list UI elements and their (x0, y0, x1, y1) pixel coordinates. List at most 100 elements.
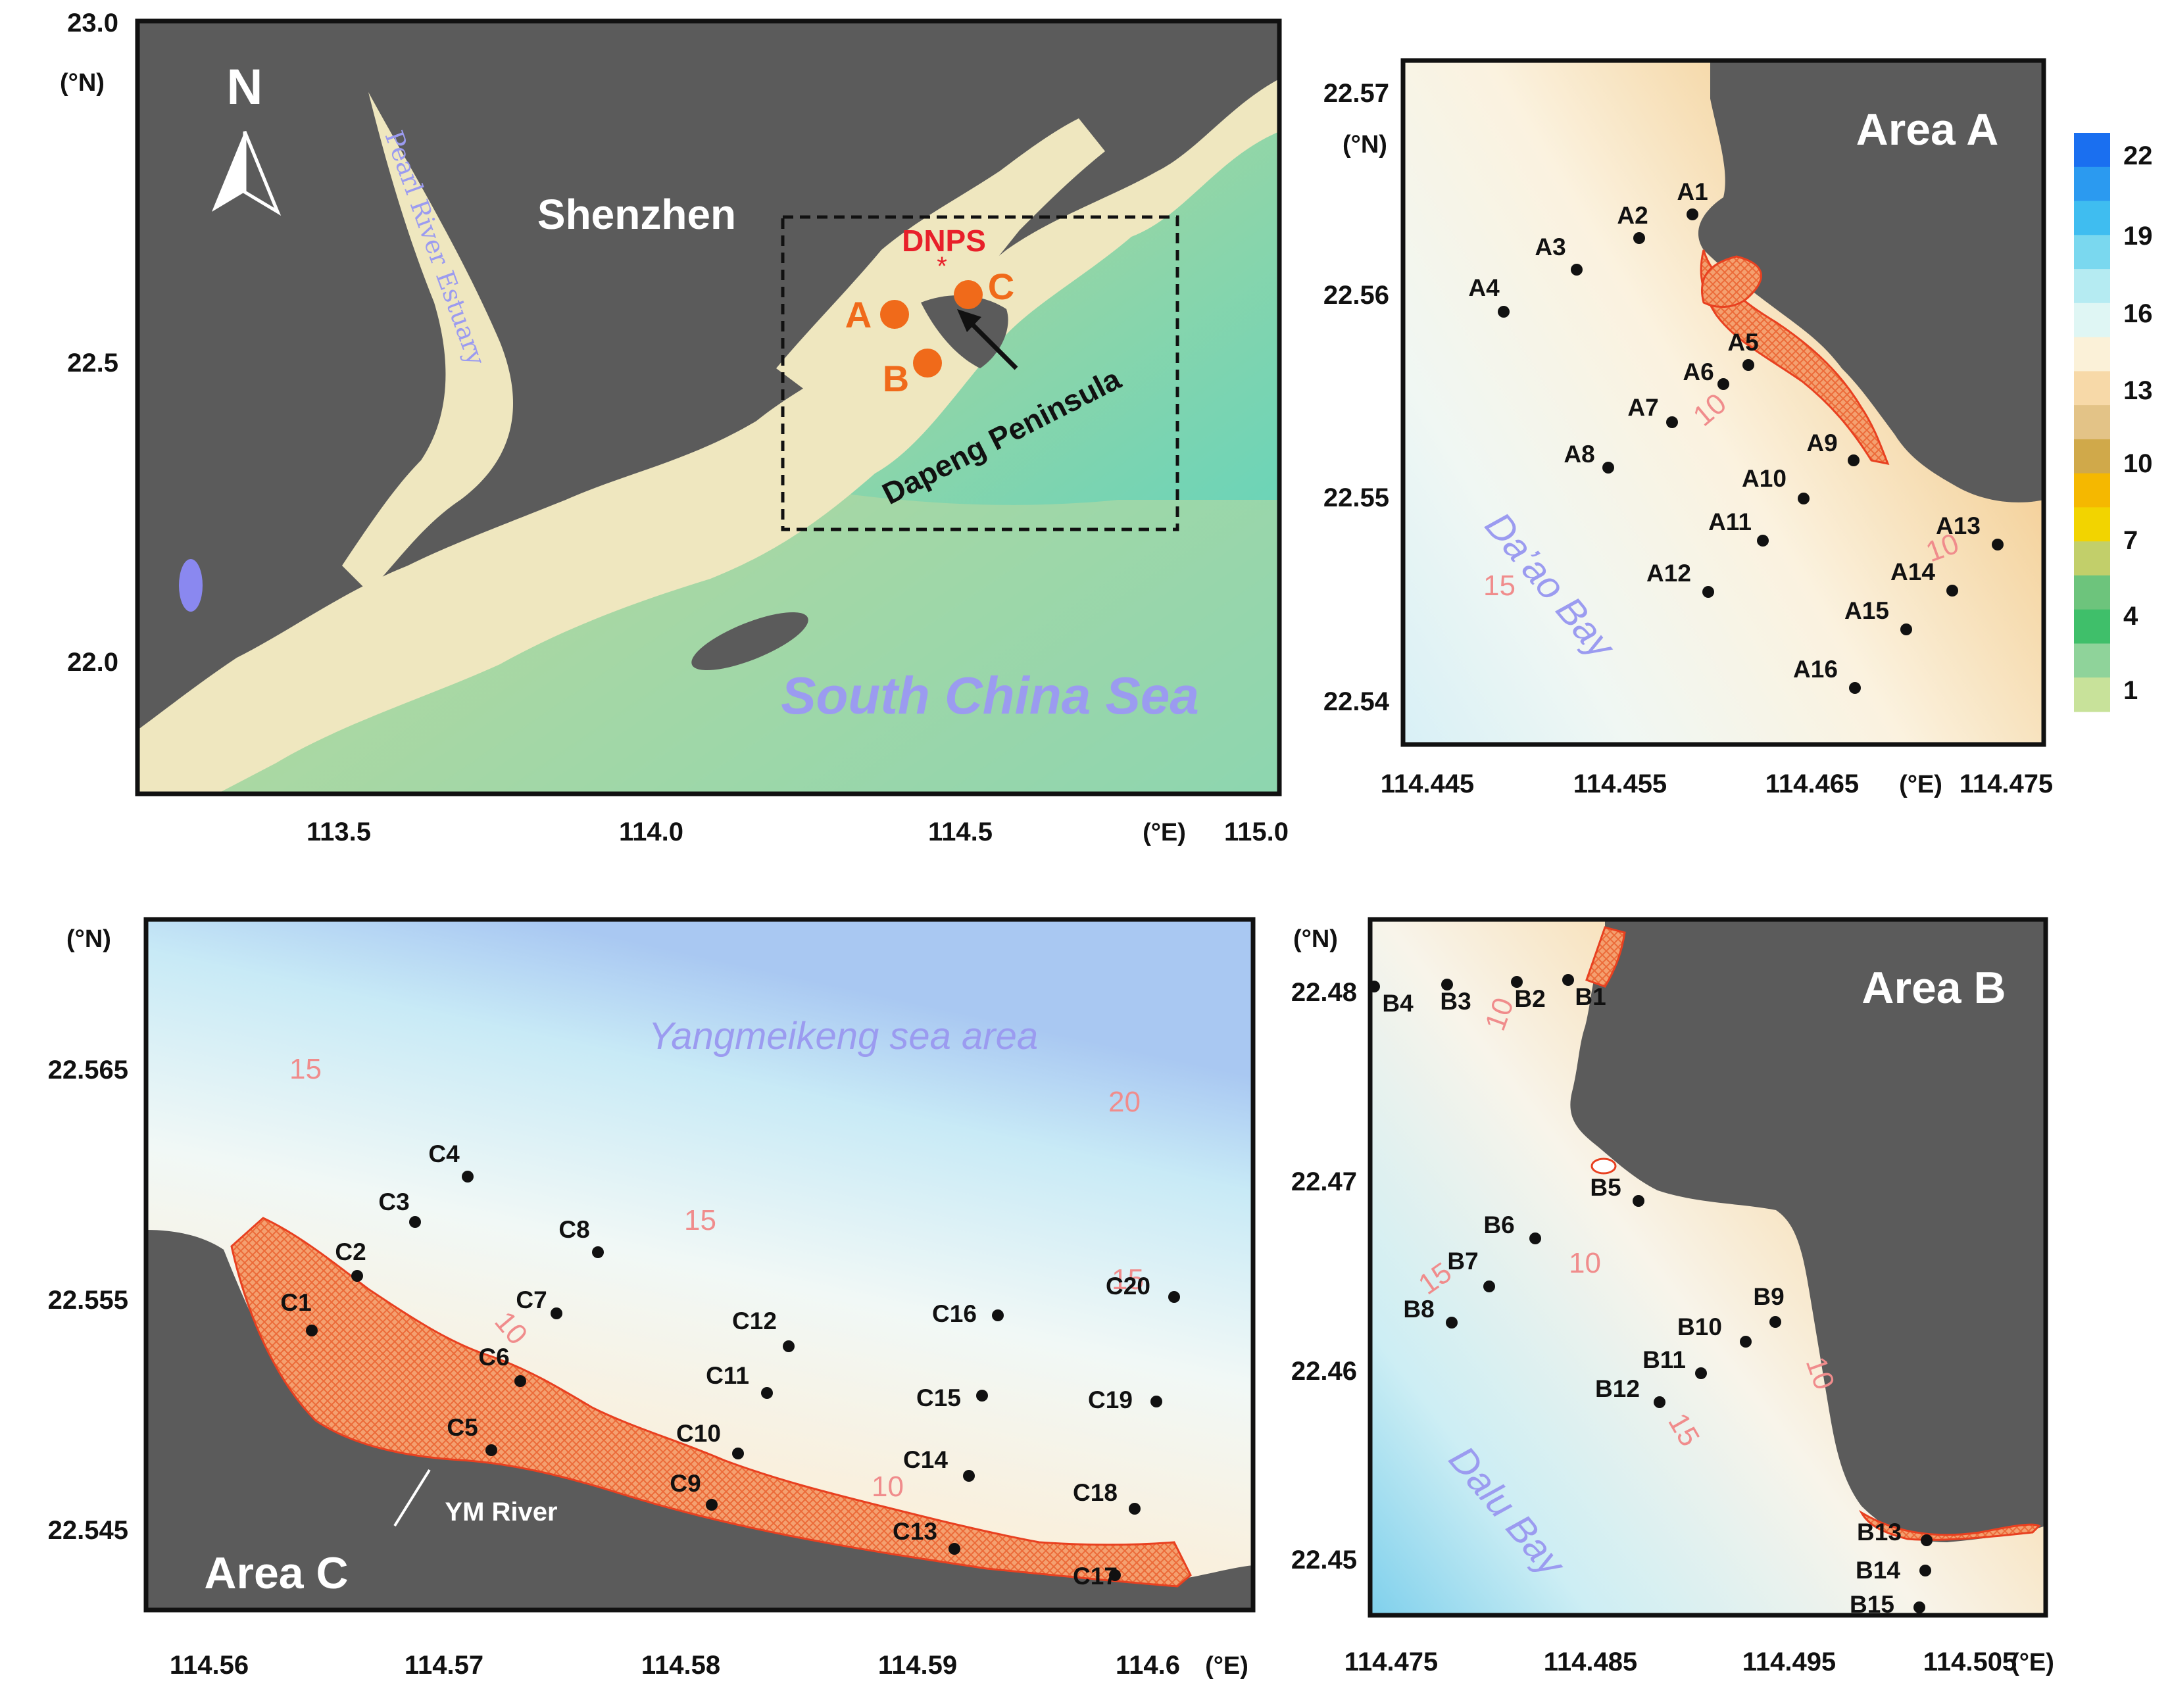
site-label: C (988, 266, 1014, 307)
area-b-x-tick: 114.485 (1544, 1647, 1637, 1676)
station-label: C11 (706, 1362, 749, 1389)
isobath-label: 15 (1112, 1263, 1144, 1296)
station-marker (1446, 1317, 1458, 1329)
colorbar-swatch (2074, 133, 2110, 168)
station-marker (1946, 585, 1958, 597)
area-a-y-tick: 22.54 (1323, 687, 1390, 716)
area-c-x-tick: 114.59 (878, 1651, 957, 1680)
overview-x-tick: 114.0 (619, 817, 683, 846)
station-marker (1168, 1291, 1180, 1303)
station-marker (1992, 539, 2004, 550)
colorbar-swatch (2074, 371, 2110, 406)
isobath-label: 10 (1569, 1247, 1601, 1279)
station-marker (1666, 416, 1678, 428)
station-marker (551, 1307, 562, 1319)
station-label: C12 (732, 1307, 777, 1334)
dapeng-shallows (776, 118, 1105, 408)
area-a-land (1698, 61, 2044, 502)
station-label: C2 (335, 1238, 366, 1265)
station-label: A16 (1793, 656, 1838, 683)
area-a-x-tick: 114.465 (1765, 769, 1859, 798)
station-marker (1129, 1503, 1141, 1515)
inland-lake (179, 559, 203, 612)
station-label: B1 (1575, 983, 1606, 1010)
overview-y-tick: 22.5 (67, 349, 118, 378)
station-marker (1654, 1396, 1665, 1408)
area-c-map: Area C 22.565 22.555 22.545 (°N) 114.56 … (48, 917, 1256, 1680)
colorbar-label: 10 (2123, 449, 2153, 478)
station-marker (761, 1387, 773, 1399)
station-label: A10 (1742, 465, 1787, 492)
city-label: Shenzhen (537, 191, 736, 238)
colorbar-swatch (2074, 166, 2110, 202)
area-b-x-tick: 114.505 (1923, 1647, 2017, 1676)
station-label: B2 (1514, 985, 1545, 1012)
station-marker (732, 1448, 744, 1459)
station-label: B9 (1753, 1283, 1784, 1310)
station-label: C9 (670, 1470, 701, 1497)
overview-y-unit: (°N) (60, 69, 105, 97)
station-label: C14 (903, 1446, 948, 1473)
station-label: C3 (378, 1188, 409, 1215)
station-label: C19 (1088, 1386, 1133, 1413)
area-a-x-tick: 114.445 (1381, 769, 1474, 798)
station-label: A4 (1468, 274, 1500, 301)
dapeng-peninsula-land (921, 295, 1008, 368)
area-c-x-tick: 114.6 (1116, 1651, 1180, 1680)
station-marker (1529, 1232, 1541, 1244)
station-marker (592, 1246, 604, 1258)
area-b-land (1570, 919, 2046, 1542)
station-label: A12 (1646, 560, 1691, 587)
area-c-stations: C1 C2 C3 C4 C5 C6 C7 C8 C9 C10 C11 C12 C13 C14 C15 C16 C… (280, 1140, 1180, 1590)
depth-colorbar: 22 19 16 13 10 7 4 1 (2074, 133, 2153, 712)
area-c-river-label: YM River (445, 1498, 557, 1526)
area-a-habitat-zone (1700, 249, 1890, 466)
island (691, 612, 808, 671)
site-marker (954, 280, 983, 309)
overview-y-tick: 23.0 (67, 9, 118, 37)
station-label: C16 (932, 1300, 977, 1327)
area-b-y-tick: 22.48 (1291, 978, 1357, 1007)
station-label: C13 (893, 1518, 937, 1545)
area-b-x-tick: 114.495 (1742, 1647, 1836, 1676)
station-marker (949, 1543, 960, 1555)
overview-map: 23.0 22.5 22.0 (°N) 113.5 114.0 114.5 11… (60, 9, 1289, 846)
north-arrow-icon: N (212, 59, 282, 216)
colorbar-swatch (2074, 609, 2110, 645)
station-label: B14 (1856, 1557, 1900, 1584)
station-label: B10 (1677, 1313, 1722, 1340)
area-a-map: Area A 22.57 22.56 22.55 22.54 (°N) 114.… (1323, 58, 2053, 798)
isobath-label: 15 (684, 1204, 716, 1236)
area-a-x-unit: (°E) (1899, 771, 1942, 798)
colorbar-label: 22 (2123, 141, 2153, 170)
station-marker (1562, 974, 1574, 986)
area-c-x-tick: 114.58 (641, 1651, 720, 1680)
colorbar-swatch (2074, 439, 2110, 474)
station-marker (992, 1309, 1004, 1321)
station-marker (1913, 1601, 1925, 1613)
station-marker (1441, 979, 1453, 990)
site-marker (880, 300, 909, 329)
station-marker (409, 1216, 421, 1228)
area-a-y-tick: 22.56 (1323, 281, 1389, 310)
station-label: A14 (1890, 558, 1935, 585)
station-marker (1368, 981, 1380, 992)
station-label: A5 (1727, 329, 1758, 356)
colorbar-swatch (2074, 575, 2110, 610)
station-marker (1921, 1534, 1933, 1546)
pearl-river-estuary (342, 92, 513, 592)
colorbar-swatch (2074, 235, 2110, 270)
station-label: B3 (1440, 988, 1471, 1015)
station-marker (1633, 232, 1645, 244)
site-label: B (883, 358, 909, 399)
station-label: C4 (428, 1140, 460, 1167)
station-marker (1511, 976, 1523, 988)
area-b-y-tick: 22.47 (1291, 1167, 1357, 1196)
station-marker (1769, 1316, 1781, 1328)
area-a-x-tick: 114.475 (1960, 769, 2053, 798)
station-label: A13 (1936, 512, 1981, 539)
area-c-y-tick: 22.555 (48, 1286, 128, 1315)
area-c-y-tick: 22.565 (48, 1056, 128, 1085)
